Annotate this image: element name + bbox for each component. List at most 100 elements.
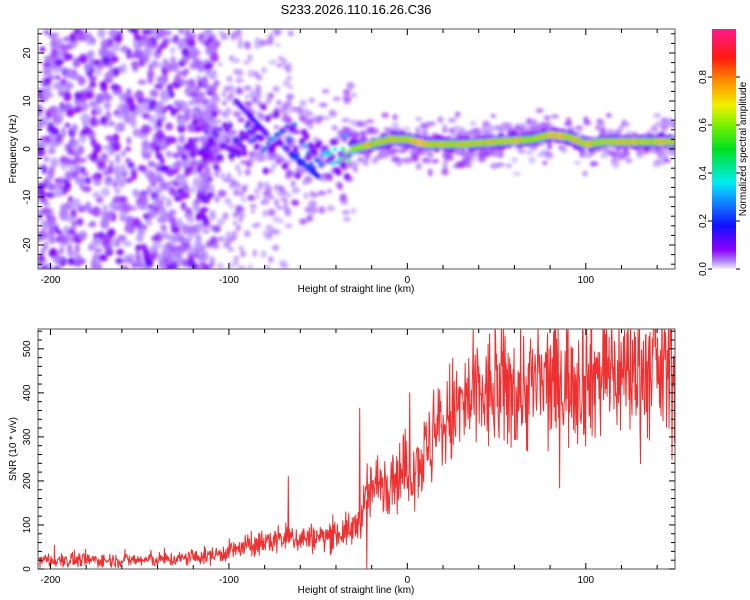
heatmap-cell xyxy=(42,66,52,77)
heatmap-cell xyxy=(52,113,58,122)
heatmap-cell xyxy=(254,222,261,228)
heatmap-cell xyxy=(227,246,232,252)
heatmap-cell xyxy=(98,231,105,240)
heatmap-cell xyxy=(282,112,289,118)
heatmap-cell xyxy=(299,218,308,225)
heatmap-cell xyxy=(177,77,183,84)
heatmap-cell xyxy=(591,161,599,166)
heatmap-cell xyxy=(583,116,589,124)
heatmap-cell xyxy=(56,108,64,119)
heatmap-cell xyxy=(153,187,164,194)
heatmap-cell xyxy=(166,135,175,144)
heatmap-cell xyxy=(334,135,344,141)
heatmap-cell xyxy=(255,194,261,199)
heatmap-cell xyxy=(181,71,187,78)
heatmap-cell xyxy=(236,206,243,213)
heatmap-cell xyxy=(477,151,486,158)
heatmap-cell xyxy=(187,216,195,224)
heatmap-cell xyxy=(144,39,153,49)
heatmap-cell xyxy=(45,92,54,98)
heatmap-cell xyxy=(487,124,496,132)
heatmap-cell xyxy=(284,223,293,229)
heatmap-cell xyxy=(274,29,282,35)
heatmap-cell xyxy=(303,192,309,200)
heatmap-cell xyxy=(170,110,176,117)
heatmap-cell xyxy=(188,91,198,98)
xtick-label: 100 xyxy=(577,275,594,286)
heatmap-cell xyxy=(278,185,285,192)
heatmap-cell xyxy=(250,209,256,214)
heatmap-cell xyxy=(237,36,243,44)
heatmap-cell xyxy=(132,128,142,138)
heatmap-cell xyxy=(410,156,420,162)
heatmap-cell xyxy=(66,215,74,223)
heatmap-cell xyxy=(366,119,374,124)
xtick-label: -200 xyxy=(40,275,60,286)
snr-xtick-labels: -200 -100 0 100 xyxy=(40,575,594,586)
heatmap-cell xyxy=(189,46,197,55)
heatmap-cell xyxy=(78,135,87,144)
heatmap-cell xyxy=(90,138,97,147)
heatmap-cell xyxy=(109,121,115,127)
snr-ytick-labels: 0 100 200 300 400 500 xyxy=(22,340,33,572)
heatmap-cell xyxy=(381,112,390,119)
heatmap-cell xyxy=(318,206,326,215)
heatmap-cell xyxy=(454,150,461,156)
colorbar-tick-label: 0.4 xyxy=(698,166,709,180)
heatmap-cell xyxy=(46,83,52,94)
colorbar-tick-label: 0.8 xyxy=(698,70,709,84)
heatmap-cell xyxy=(318,102,328,108)
heatmap-cell xyxy=(505,163,513,168)
heatmap-cell xyxy=(185,143,192,151)
heatmap-cell xyxy=(205,46,213,56)
heatmap-cell xyxy=(421,157,430,164)
heatmap-cell xyxy=(186,38,196,48)
heatmap-cell xyxy=(178,29,185,36)
heatmap-cell xyxy=(332,147,338,152)
heatmap-cell xyxy=(127,29,137,33)
heatmap-cell xyxy=(221,100,228,106)
heatmap-cell xyxy=(636,151,644,159)
heatmap-cell xyxy=(92,191,101,198)
heatmap-cell xyxy=(183,237,193,244)
heatmap-cell xyxy=(77,76,87,86)
heatmap-cell xyxy=(240,197,248,203)
heatmap-cell xyxy=(38,254,45,263)
heatmap-cell xyxy=(512,171,521,176)
heatmap-cell xyxy=(385,128,392,135)
heatmap-cell xyxy=(341,209,350,216)
heatmap-cell xyxy=(104,176,114,182)
ytick-label: 200 xyxy=(22,472,33,489)
heatmap-cell xyxy=(205,160,213,165)
snr-ticks xyxy=(38,329,675,570)
heatmap-cell xyxy=(38,190,47,198)
heatmap-cell xyxy=(115,240,121,247)
heatmap-cell xyxy=(305,153,312,161)
heatmap-cell xyxy=(666,117,674,126)
heatmap-cell xyxy=(131,189,139,197)
heatmap-cell xyxy=(302,119,312,126)
heatmap-cell xyxy=(69,201,76,209)
heatmap-cell xyxy=(43,155,50,163)
heatmap-cell xyxy=(337,183,344,191)
heatmap-cell xyxy=(213,195,221,203)
heatmap-cell xyxy=(153,105,162,114)
heatmap-cell xyxy=(130,169,138,181)
heatmap-cell xyxy=(86,37,92,46)
heatmap-cell xyxy=(183,171,190,178)
heatmap-cell xyxy=(165,263,173,269)
heatmap-cell xyxy=(233,137,239,142)
snr-xlabel: Height of straight line (km) xyxy=(298,585,415,596)
heatmap-cell xyxy=(131,61,139,73)
heatmap-cell xyxy=(217,108,222,115)
heatmap-cell xyxy=(442,123,448,132)
heatmap-cell xyxy=(55,74,61,81)
ytick-label: 500 xyxy=(22,340,33,357)
heatmap-cell xyxy=(118,92,125,102)
heatmap-cell xyxy=(193,223,204,232)
heatmap-cell xyxy=(265,98,272,105)
heatmap-cell xyxy=(662,158,671,163)
heatmap-cell xyxy=(85,31,92,39)
heatmap-cell xyxy=(211,34,217,42)
heatmap-cell xyxy=(61,208,69,218)
